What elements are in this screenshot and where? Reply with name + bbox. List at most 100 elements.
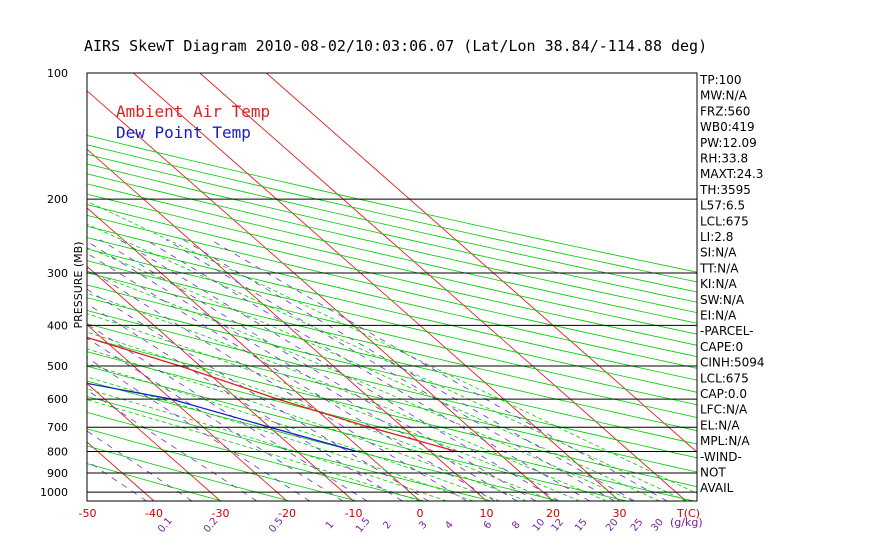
isotherm-line xyxy=(0,73,21,501)
dry-adiabat xyxy=(87,323,697,473)
side-panel-item: TP:100 xyxy=(699,73,742,87)
isobar-lines xyxy=(87,198,697,493)
pressure-tick-labels: 100 200 300 400 500 600 700 800 900 1000 xyxy=(40,67,68,499)
bottom-temp-tick: -50 xyxy=(79,507,97,520)
moist-adiabat xyxy=(87,223,687,501)
ambient-air-temp-line xyxy=(87,336,458,453)
dry-adiabat xyxy=(87,337,697,488)
mixing-ratio-line xyxy=(166,239,615,501)
side-panel-item: MAXT:24.3 xyxy=(700,167,763,181)
mixing-ratio-line xyxy=(145,239,590,501)
dry-adiabat xyxy=(87,310,697,459)
side-panel-item: MW:N/A xyxy=(700,89,748,103)
mixing-ratio-tick: 2 xyxy=(381,519,394,531)
pressure-tick-label: 500 xyxy=(47,360,68,373)
side-panel-item: AVAIL xyxy=(700,481,734,495)
bottom-temp-tick: 30 xyxy=(613,507,627,520)
bottom-temperature-ticks: -50 -40 -30 -20 -10 0 10 20 30 xyxy=(79,507,627,520)
bottom-temp-tick: -10 xyxy=(345,507,363,520)
bottom-temp-tick: 10 xyxy=(480,507,494,520)
mixing-ratio-tick: 30 xyxy=(649,517,666,534)
side-panel-item: LFC:N/A xyxy=(700,403,748,417)
mixing-ratio-line xyxy=(87,288,429,501)
dry-adiabat xyxy=(87,193,697,335)
pressure-tick-label: 300 xyxy=(47,267,68,280)
moist-adiabat xyxy=(87,313,580,501)
moist-adiabat xyxy=(87,399,421,501)
side-panel-item: RH:33.8 xyxy=(700,152,748,166)
skewt-grid xyxy=(0,73,697,501)
moist-adiabat xyxy=(87,348,527,501)
side-panel-item: LCL:675 xyxy=(700,214,749,228)
dry-adiabat xyxy=(87,248,697,393)
dry-adiabat xyxy=(87,351,695,501)
moist-adiabat xyxy=(87,270,633,501)
side-panel-item: LI:2.8 xyxy=(700,230,733,244)
bottom-temp-tick: 20 xyxy=(546,507,560,520)
side-panel-item: L57:6.5 xyxy=(700,199,745,213)
dry-adiabat xyxy=(87,428,357,501)
mixing-ratio-line xyxy=(87,430,193,501)
mixing-ratio-tick: 3 xyxy=(417,519,430,531)
dry-adiabat xyxy=(87,183,697,324)
mixing-ratio-line xyxy=(210,239,668,501)
dry-adiabat xyxy=(87,445,290,501)
dry-adiabat xyxy=(87,173,697,314)
mixing-ratio-tick: 25 xyxy=(629,517,646,534)
isotherm-line xyxy=(199,73,687,501)
moist-adiabat xyxy=(87,331,554,501)
side-panel-item: CAPE:0 xyxy=(700,340,743,354)
dew-point-temp-line xyxy=(87,382,358,453)
side-panel-item: NOT xyxy=(700,466,726,480)
pressure-tick-label: 700 xyxy=(47,421,68,434)
side-panel-item: TH:3595 xyxy=(699,183,751,197)
dry-adiabat xyxy=(87,463,223,501)
y-axis-label: PRESSURE (MB) xyxy=(72,242,85,329)
dry-adiabat xyxy=(87,163,697,303)
pressure-tick-label: 400 xyxy=(47,319,68,332)
dry-adiabat xyxy=(87,144,697,283)
dry-adiabat xyxy=(87,153,697,293)
mixing-ratio-tick: 1 xyxy=(324,519,337,531)
pressure-tick-label: 100 xyxy=(47,67,68,80)
side-panel-item: EL:N/A xyxy=(700,418,740,432)
bottom-temp-unit: T(C) xyxy=(676,507,700,520)
profile-series xyxy=(87,336,458,453)
side-panel-item: KI:N/A xyxy=(700,277,737,291)
side-panel-item: FRZ:560 xyxy=(700,104,750,118)
side-panel-item: TT:N/A xyxy=(699,261,739,275)
isotherm-line xyxy=(87,324,288,501)
mixing-ratio-line xyxy=(119,239,560,501)
side-panel-item: -WIND- xyxy=(700,450,742,464)
isotherm-line xyxy=(87,207,421,501)
mixing-ratio-tick: 6 xyxy=(482,519,495,531)
dry-adiabat xyxy=(87,297,697,445)
mixing-ratio-tick: 10 xyxy=(531,517,548,534)
dry-adiabat xyxy=(87,396,492,501)
dry-adiabat xyxy=(87,365,627,501)
plot-frame xyxy=(86,72,698,502)
legend-ambient-air-temp: Ambient Air Temp xyxy=(116,102,270,121)
mixing-ratio-line xyxy=(87,357,311,501)
legend-dew-point-temp: Dew Point Temp xyxy=(116,123,251,142)
chart-title: AIRS SkewT Diagram 2010-08-02/10:03:06.0… xyxy=(84,37,707,55)
dry-adiabat xyxy=(87,237,697,381)
side-panel-item: -PARCEL- xyxy=(700,324,754,338)
dry-adiabat xyxy=(87,260,697,406)
moist-adiabat xyxy=(87,200,697,495)
isotherm-line xyxy=(87,148,487,501)
mixing-ratio-ticks: 0.1 0.2 0.5 1 1.5 2 3 4 6 8 10 12 15 20 25 30 xyxy=(156,516,666,535)
pressure-tick-label: 800 xyxy=(47,446,68,459)
dry-adiabat xyxy=(87,272,697,418)
dry-adiabat xyxy=(87,380,560,501)
side-panel-item: CINH:5094 xyxy=(700,356,765,370)
side-panel-item: SW:N/A xyxy=(700,293,745,307)
moist-adiabat xyxy=(87,376,474,501)
mixing-ratio-line xyxy=(99,239,536,501)
side-panel-item: CAP:0.0 xyxy=(700,387,747,401)
bottom-temp-tick: -20 xyxy=(278,507,296,520)
side-panel-item: LCL:675 xyxy=(700,371,749,385)
mixing-ratio-line xyxy=(87,389,258,501)
side-panel-item: SI:N/A xyxy=(700,246,737,260)
